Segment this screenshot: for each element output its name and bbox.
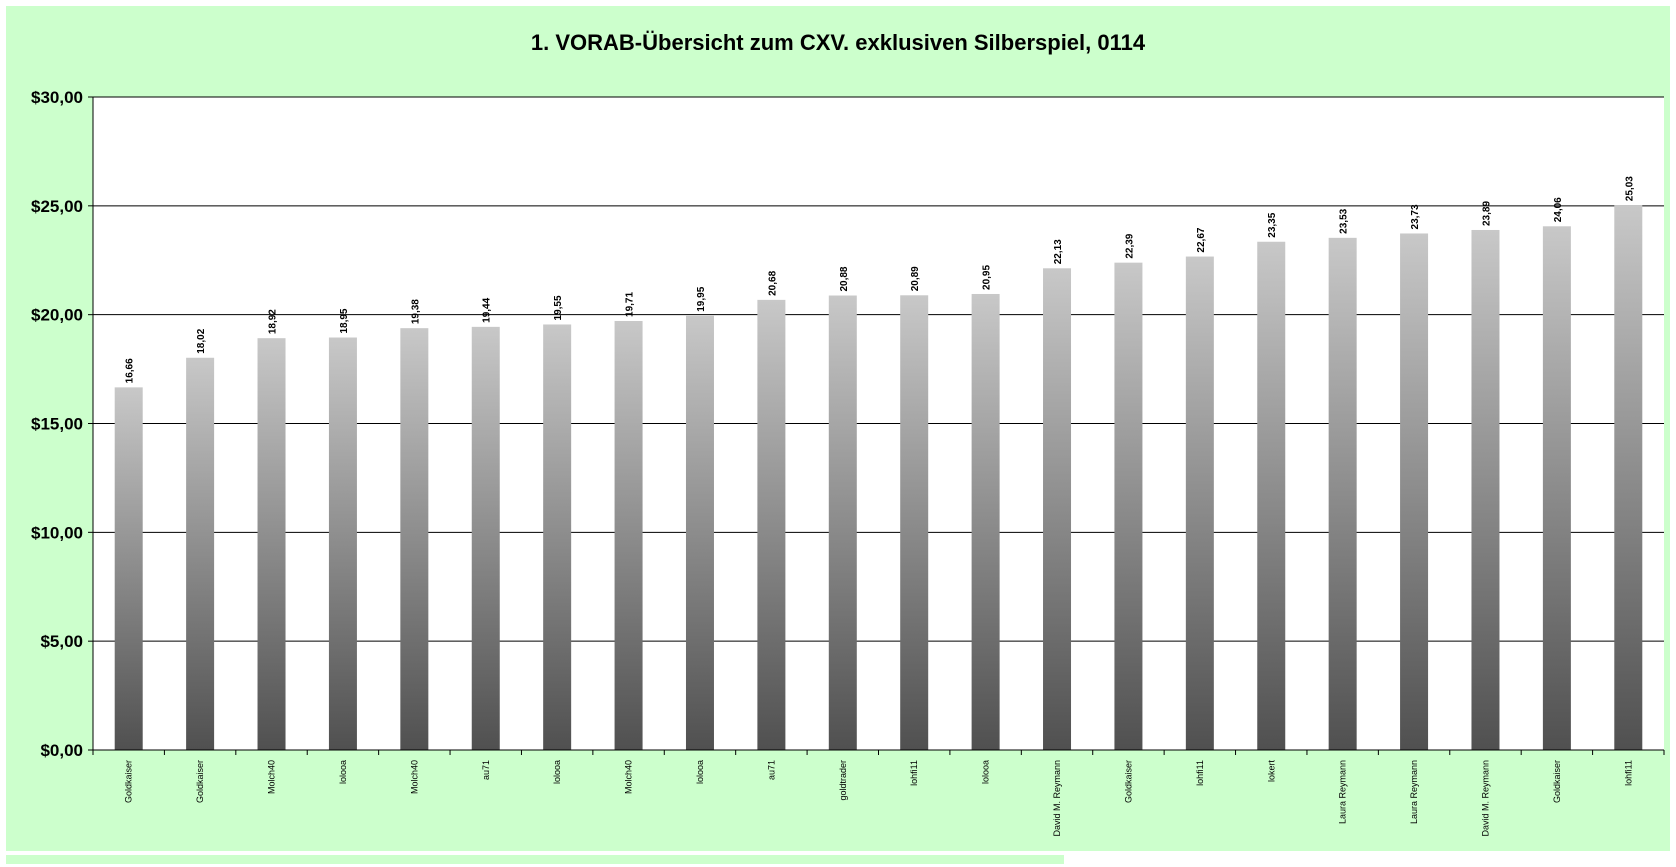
bar	[114, 387, 143, 750]
x-tick-label: au71	[766, 760, 776, 780]
x-tick-label: lohfi11	[1195, 760, 1205, 786]
data-label: 20,68	[767, 270, 778, 295]
y-tick-label: $15,00	[31, 415, 83, 434]
data-label: 19,38	[410, 299, 421, 324]
data-labels: 16,66 18,02 18,92 18,95 19,38 19,44 19,55 19,71…	[125, 176, 1636, 384]
data-label: 22,67	[1196, 227, 1207, 252]
y-tick-label: $30,00	[31, 88, 83, 107]
bar	[400, 328, 429, 750]
x-tick-label: lohfi11	[909, 760, 919, 786]
x-tick-label: David M. Reymann	[1480, 760, 1490, 837]
x-tick-label: Molch40	[409, 760, 419, 794]
x-tick-label: lolooa	[695, 760, 705, 784]
bar	[328, 337, 357, 750]
bar	[1542, 226, 1571, 750]
bar	[1257, 241, 1286, 750]
bar	[1328, 237, 1357, 751]
data-label: 20,95	[982, 265, 993, 290]
x-tick-label: lolooa	[552, 760, 562, 784]
y-tick-label: $10,00	[31, 523, 83, 542]
y-tick-label: $5,00	[40, 632, 83, 651]
data-label: 19,95	[696, 286, 707, 311]
x-tick-label: au71	[481, 760, 491, 780]
x-tick-label: Laura Reymann	[1409, 760, 1419, 824]
x-tick-label: lolooa	[338, 760, 348, 784]
data-label: 18,95	[339, 308, 350, 333]
y-axis-tick-labels: $0,00 $5,00 $10,00 $15,00 $20,00 $25,00 $30,00	[31, 88, 83, 760]
data-label: 22,13	[1053, 239, 1064, 264]
bar	[614, 320, 643, 750]
bar	[685, 315, 714, 750]
x-tick-label: Goldkaiser	[124, 760, 134, 803]
x-axis-tick-labels: Goldkaiser Goldkaiser Molch40 lolooa Molch40…	[92, 750, 1665, 837]
bar	[1185, 256, 1214, 750]
x-tick-label: Molch40	[267, 760, 277, 794]
bar	[471, 326, 500, 750]
bar	[757, 299, 786, 750]
x-tick-label: David M. Reymann	[1052, 760, 1062, 837]
bar	[971, 293, 1000, 750]
bar	[186, 357, 215, 750]
data-label: 23,53	[1339, 208, 1350, 233]
bars	[114, 205, 1643, 751]
data-label: 18,92	[268, 309, 279, 334]
x-tick-label: Molch40	[624, 760, 634, 794]
data-label: 24,06	[1553, 197, 1564, 222]
bar	[900, 295, 929, 750]
x-tick-label: lohfi11	[1623, 760, 1633, 786]
bar	[1471, 229, 1500, 751]
chart-bottom-strip	[6, 855, 1064, 864]
y-tick-label: $0,00	[40, 741, 83, 760]
bar	[1400, 233, 1429, 751]
bar	[1614, 205, 1643, 751]
x-tick-label: lolooa	[981, 760, 991, 784]
data-label: 22,39	[1124, 233, 1135, 258]
x-tick-label: Laura Reymann	[1338, 760, 1348, 824]
data-label: 25,03	[1624, 176, 1635, 201]
data-label: 23,35	[1267, 212, 1278, 237]
y-tick-label: $25,00	[31, 197, 83, 216]
data-label: 23,89	[1481, 201, 1492, 226]
x-tick-label: goldtrader	[838, 760, 848, 801]
data-label: 20,88	[839, 266, 850, 291]
chart-title: 1. VORAB-Übersicht zum CXV. exklusiven S…	[531, 30, 1146, 55]
data-label: 16,66	[125, 358, 136, 383]
bar	[543, 324, 572, 750]
x-tick-label: lokert	[1266, 760, 1276, 783]
x-tick-label: Goldkaiser	[1552, 760, 1562, 803]
bar	[1114, 262, 1143, 750]
bar	[257, 338, 286, 750]
y-tick-label: $20,00	[31, 306, 83, 325]
bar	[828, 295, 857, 750]
data-label: 23,73	[1410, 204, 1421, 229]
data-label: 18,02	[196, 328, 207, 353]
x-tick-label: Goldkaiser	[1123, 760, 1133, 803]
bar	[1043, 268, 1072, 750]
data-label: 20,89	[910, 266, 921, 291]
data-label: 19,44	[482, 297, 493, 322]
data-label: 19,55	[553, 295, 564, 320]
x-tick-label: Goldkaiser	[195, 760, 205, 803]
data-label: 19,71	[625, 292, 636, 317]
